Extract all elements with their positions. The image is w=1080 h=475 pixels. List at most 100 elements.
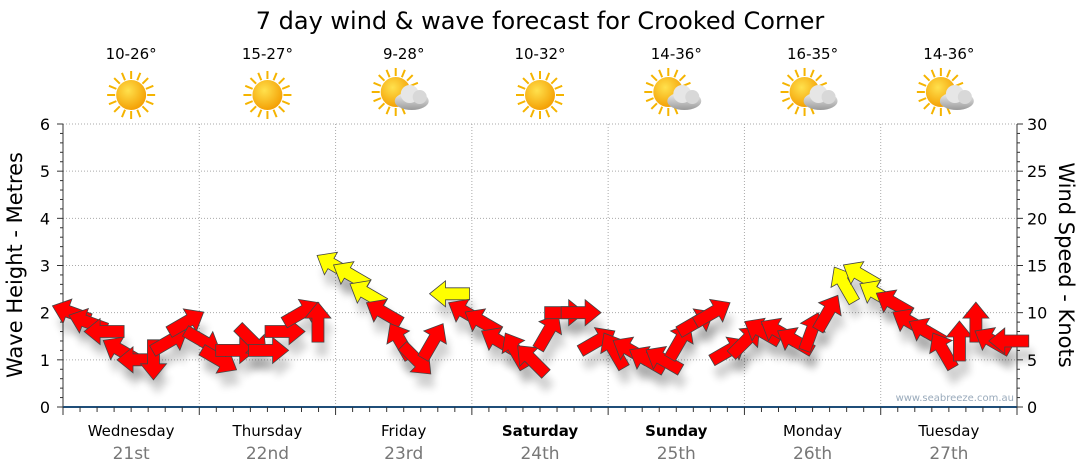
sun-ray: [658, 106, 664, 115]
sunny-icon: [516, 71, 564, 119]
day-name-label: Sunday: [645, 422, 708, 440]
wind-arrow: [365, 298, 405, 329]
sunny-icon: [107, 71, 156, 119]
sun-ray: [108, 84, 117, 90]
wind-arrow: [645, 346, 685, 376]
sun-ray: [673, 69, 679, 78]
temperature-range: 15-27°: [242, 45, 293, 63]
day-header-monday: 16-35° Monday 26th: [780, 45, 842, 464]
sun-ray: [545, 72, 551, 81]
sun-ray: [378, 74, 386, 82]
wind-arrow-shadow: [252, 351, 293, 378]
wind-arrow: [215, 336, 257, 365]
sun-ray: [650, 102, 658, 110]
sun-ray: [946, 69, 951, 78]
wind-arrow: [532, 313, 563, 353]
sun-disc: [116, 80, 147, 110]
left-tick-label: 1: [40, 351, 50, 370]
day-name-label: Saturday: [502, 422, 579, 440]
cloud-shape: [412, 90, 427, 104]
wind-arrow: [945, 320, 974, 362]
sun-ray: [645, 97, 654, 103]
day-date-label: 25th: [657, 444, 696, 464]
sun-ray: [121, 109, 126, 118]
sun-ray: [545, 109, 551, 118]
sun-ray: [794, 69, 800, 78]
wind-arrow: [83, 317, 125, 346]
temperature-range: 14-36°: [923, 45, 974, 63]
sun-ray: [786, 102, 794, 110]
partly-cloudy-icon: [780, 68, 838, 116]
chart-title: 7 day wind & wave forecast for Crooked C…: [256, 7, 825, 35]
sun-ray: [272, 109, 278, 118]
partly-cloudy-icon: [644, 68, 702, 116]
sun-ray: [529, 72, 535, 81]
wind-arrow: [988, 327, 1030, 355]
sun-ray: [517, 100, 526, 106]
wind-arrow: [812, 294, 842, 334]
sun-ray: [400, 69, 406, 78]
day-name-label: Wednesday: [88, 422, 175, 440]
sun-ray: [918, 97, 927, 103]
day-name-label: Friday: [381, 422, 427, 440]
wind-arrow-shadow: [696, 313, 735, 342]
left-tick-label: 4: [40, 209, 50, 228]
sun-ray: [550, 105, 558, 113]
wind-arrow-shadow: [269, 332, 310, 359]
sun-ray: [373, 97, 382, 103]
sun-ray: [517, 84, 526, 90]
day-date-label: 23rd: [384, 444, 423, 464]
wind-arrow-shadow: [219, 351, 260, 378]
wind-arrow-shadow: [537, 328, 566, 366]
sun-ray: [113, 105, 121, 113]
sun-ray: [244, 84, 254, 90]
temperature-range: 14-36°: [651, 45, 702, 63]
right-tick-label: 10: [1027, 304, 1047, 323]
sun-ray: [145, 100, 154, 106]
wind-arrow-shadow: [153, 341, 192, 371]
sun-ray: [522, 77, 530, 85]
sun-ray: [257, 72, 263, 81]
right-axis-title: Wind Speed - Knots: [1054, 162, 1078, 367]
left-tick-label: 3: [40, 257, 50, 276]
sun-ray: [385, 69, 391, 78]
wind-arrow: [304, 301, 332, 343]
temperature-range: 10-26°: [106, 45, 157, 63]
sun-ray: [794, 106, 800, 115]
sun-ray: [145, 84, 154, 90]
wind-arrow-shadow: [633, 360, 672, 390]
sun-ray: [141, 77, 149, 85]
cloud-shape: [821, 90, 836, 104]
sun-ray: [108, 100, 117, 106]
sun-ray: [529, 109, 535, 118]
wind-arrow: [165, 308, 205, 338]
sun-ray: [278, 105, 286, 113]
left-tick-label: 6: [40, 115, 50, 134]
day-name-label: Monday: [783, 422, 842, 440]
day-header-sunday: 14-36° Sunday 25th: [644, 45, 708, 464]
wind-arrow: [600, 332, 630, 372]
sun-ray: [930, 69, 936, 78]
sun-ray: [658, 69, 664, 78]
right-tick-label: 20: [1027, 209, 1047, 228]
right-tick-label: 15: [1027, 257, 1047, 276]
wind-arrow-shadow: [521, 359, 555, 393]
sun-ray: [645, 81, 654, 87]
sun-ray: [809, 69, 815, 78]
wind-arrow: [560, 298, 602, 327]
sun-ray: [554, 100, 563, 106]
sun-ray: [281, 84, 290, 90]
day-header-wednesday: 10-26° Wednesday 21st: [88, 45, 175, 464]
wind-arrow-shadow: [202, 358, 241, 388]
sun-ray: [406, 74, 414, 82]
cloud-shape: [957, 90, 972, 104]
day-header-tuesday: 14-36° Tuesday 27th: [916, 45, 979, 464]
right-tick-label: 0: [1027, 398, 1037, 417]
sun-ray: [113, 77, 121, 85]
day-date-label: 24th: [520, 444, 559, 464]
sun-ray: [373, 81, 382, 87]
day-header-saturday: 10-32° Saturday 24th: [502, 45, 579, 464]
day-header-friday: 9-28° Friday 23rd: [371, 45, 429, 464]
sun-ray: [141, 105, 149, 113]
